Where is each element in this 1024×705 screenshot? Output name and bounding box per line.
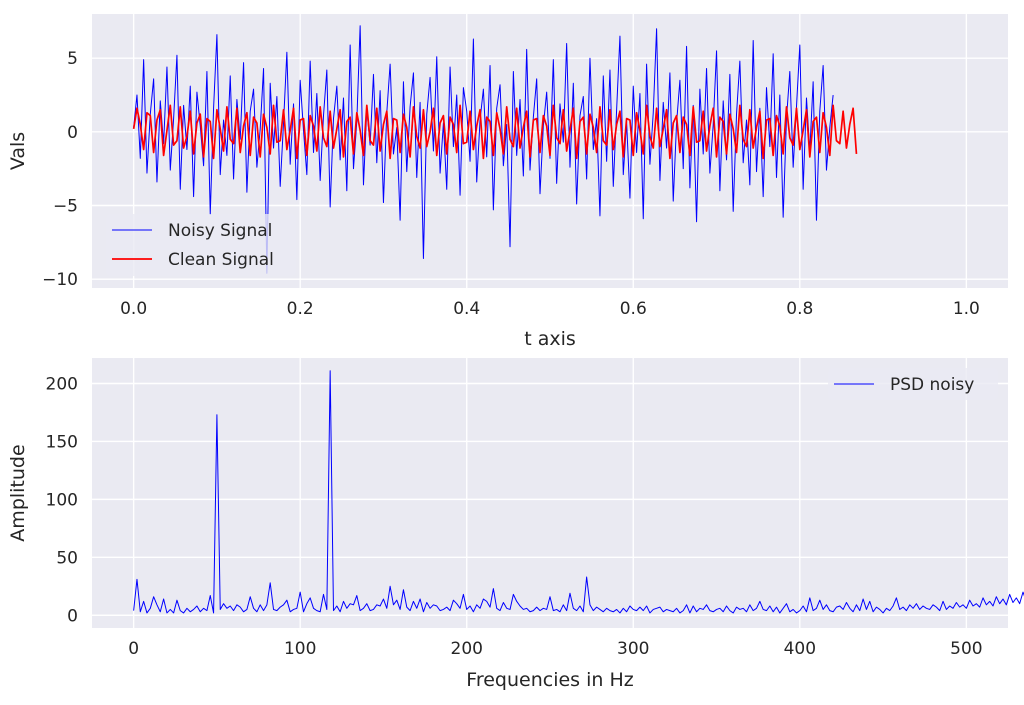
y-tick-label: 0	[67, 606, 78, 626]
y-axis-label: Vals	[7, 132, 29, 170]
bottom-subplot: 0 100 200 300 400 500200150100500Frequencies …	[7, 358, 1024, 691]
x-tick-label: 0.4	[453, 299, 480, 319]
legend-box	[106, 214, 296, 276]
legend-label: Clean Signal	[168, 250, 274, 270]
y-tick-label: −5	[53, 197, 78, 217]
top-subplot: 0.0 0.2 0.4 0.6 0.8 1.0 5 0 −5 −10 t axis Vals Noisy…	[7, 14, 1008, 350]
y-tick-label: 0	[67, 123, 78, 143]
y-tick-label: 150	[46, 432, 78, 452]
x-tick-label: 0.8	[786, 299, 813, 319]
x-tick-label: 0.0	[120, 299, 147, 319]
legend-box	[828, 368, 998, 400]
x-axis-label: t axis	[524, 328, 576, 350]
legend-label: PSD noisy	[890, 375, 974, 395]
y-tick-label: −10	[42, 270, 78, 290]
plot-area	[92, 358, 1008, 628]
y-tick-label: 50	[56, 548, 78, 568]
y-axis-label: Amplitude	[7, 444, 29, 541]
legend: PSD noisy	[828, 368, 998, 400]
x-tick-label: 200	[451, 639, 483, 659]
series-line-noisy-signal	[133, 25, 834, 274]
x-tick-label: 500	[950, 639, 982, 659]
series-line-clean-signal	[132, 104, 858, 160]
x-tick-label: 0.6	[620, 299, 647, 319]
series-line-psd-noisy	[133, 370, 1024, 614]
x-tick-label: 0	[128, 639, 139, 659]
x-tick-label: 400	[784, 639, 816, 659]
x-tick-label: 1.0	[953, 299, 980, 319]
x-tick-label: 100	[284, 639, 316, 659]
y-tick-label: 5	[67, 49, 78, 69]
y-tick-label: 100	[46, 490, 78, 510]
x-tick-label: 300	[617, 639, 649, 659]
legend: Noisy Signal Clean Signal	[106, 214, 296, 276]
y-tick-label: 200	[46, 374, 78, 394]
x-axis-label: Frequencies in Hz	[466, 669, 633, 691]
legend-label: Noisy Signal	[168, 221, 272, 241]
x-tick-label: 0.2	[287, 299, 314, 319]
